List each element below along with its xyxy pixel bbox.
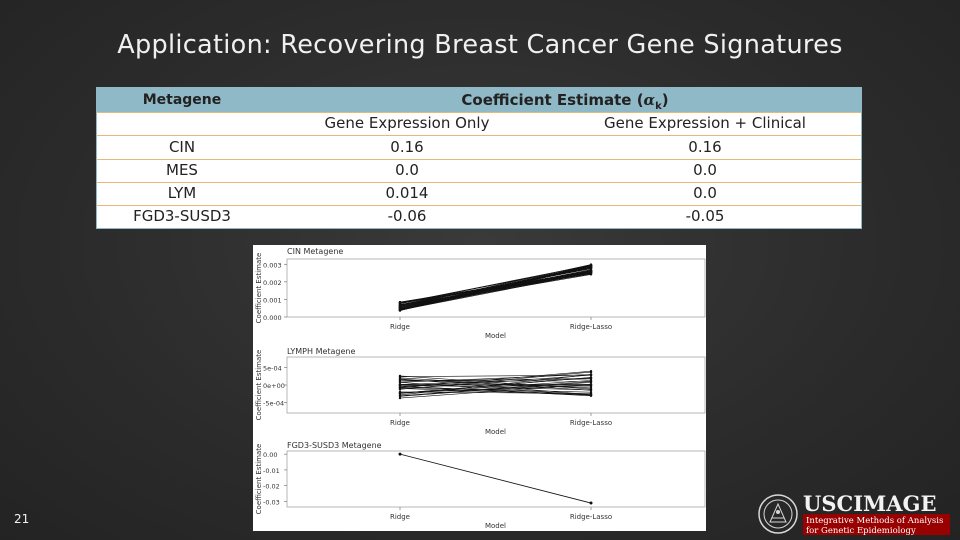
y-tick-label: 0.001 xyxy=(263,296,282,304)
charts-svg: CIN Metagene0.0000.0010.0020.003Coeffici… xyxy=(255,247,706,530)
subscript-k: k xyxy=(655,101,662,112)
usc-seal-icon xyxy=(758,494,798,534)
slide-title: Application: Recovering Breast Cancer Ge… xyxy=(117,30,843,60)
logo-line-1: Integrative Methods of Analysis xyxy=(806,516,943,526)
y-tick-label: 0.002 xyxy=(263,279,282,287)
series-line xyxy=(399,378,592,385)
table-cell-gx: 0.0 xyxy=(395,161,419,179)
table-cell-gc: 0.16 xyxy=(688,138,722,156)
x-axis-label: Model xyxy=(485,428,506,436)
data-point xyxy=(398,396,402,400)
x-tick-label: Ridge xyxy=(390,419,410,427)
data-point xyxy=(398,387,402,391)
header-metagene: Metagene xyxy=(142,92,222,108)
data-point xyxy=(589,393,593,397)
y-axis-label: Coefficient Estimate xyxy=(255,350,263,421)
data-point xyxy=(589,384,593,388)
y-tick-label: -0.01 xyxy=(263,467,280,475)
series-line xyxy=(399,375,592,390)
data-point xyxy=(589,376,593,379)
table-cell-gx: -0.06 xyxy=(387,207,427,225)
data-point xyxy=(398,394,402,398)
chart-title: FGD3-SUSD3 Metagene xyxy=(287,441,382,450)
data-point xyxy=(398,301,402,304)
chart-title: CIN Metagene xyxy=(287,247,343,256)
column-header-gene-expression-clinical: Gene Expression + Clinical xyxy=(604,114,806,132)
data-point xyxy=(398,383,402,386)
table-cell-gx: 0.014 xyxy=(385,184,429,202)
data-point xyxy=(398,379,402,383)
header-coefficient-estimate: Coefficient Estimate (αk) xyxy=(461,91,669,112)
table-cell-gx: 0.16 xyxy=(390,138,424,156)
data-point xyxy=(398,452,402,456)
plot-frame xyxy=(286,450,706,508)
series-line xyxy=(399,384,592,391)
data-point xyxy=(398,304,402,307)
data-point xyxy=(589,390,593,394)
table-cell-metagene: CIN xyxy=(168,138,196,156)
chart-title: LYMPH Metagene xyxy=(287,347,356,356)
y-tick-label: -0.02 xyxy=(263,483,280,491)
series-line xyxy=(399,382,592,396)
x-tick-label: Ridge xyxy=(390,513,410,521)
series-line xyxy=(399,453,592,504)
coefficient-path-charts: CIN Metagene 0.000 0.001 0.002 0.003 Coeffici… xyxy=(253,245,706,531)
data-point xyxy=(589,370,593,374)
table-cell-gc: 0.0 xyxy=(693,161,717,179)
x-tick-label: Ridge xyxy=(390,323,410,331)
table-cell-metagene: MES xyxy=(166,161,198,179)
table-cell-gc: 0.0 xyxy=(693,184,717,202)
data-point xyxy=(398,392,402,395)
data-point xyxy=(398,375,402,378)
x-axis-label: Model xyxy=(485,332,506,340)
data-point xyxy=(589,265,593,268)
data-point xyxy=(589,501,593,505)
table-header: Metagene Coefficient Estimate (αk) xyxy=(97,88,861,112)
y-tick-label: 0e+00 xyxy=(263,382,285,390)
data-point xyxy=(589,269,593,272)
plot-frame xyxy=(286,258,706,318)
logo-wordmark: USCIMAGE xyxy=(803,492,937,516)
slide-number: 21 xyxy=(14,512,30,526)
series-line xyxy=(399,265,592,306)
series-line xyxy=(399,266,592,310)
column-header-gene-expression-only: Gene Expression Only xyxy=(324,114,490,132)
series-line xyxy=(399,380,592,394)
table-cell-metagene: LYM xyxy=(167,184,197,202)
x-tick-label: Ridge-Lasso xyxy=(570,513,612,521)
usc-image-logo: USCIMAGE Integrative Methods of Analysis… xyxy=(758,491,954,536)
table-cell-metagene: FGD3-SUSD3 xyxy=(133,207,231,225)
x-axis-label: Model xyxy=(485,522,506,530)
series-line xyxy=(399,387,592,393)
data-point xyxy=(589,388,593,392)
series-line xyxy=(399,374,592,390)
y-tick-label: 0.00 xyxy=(263,451,277,459)
data-point xyxy=(589,272,593,275)
alpha-symbol: α xyxy=(643,91,656,109)
y-tick-label: 0.000 xyxy=(263,314,282,322)
data-point xyxy=(589,379,593,383)
logo-line-2: for Genetic Epidemiology xyxy=(806,526,916,536)
data-point xyxy=(398,308,402,311)
series-line xyxy=(399,388,592,396)
series-line xyxy=(399,383,592,399)
data-point xyxy=(589,373,593,377)
series-line xyxy=(399,264,592,307)
y-tick-label: 0.003 xyxy=(263,261,282,269)
series-line xyxy=(399,377,592,394)
x-tick-label: Ridge-Lasso xyxy=(570,419,612,427)
table-cell-gc: -0.05 xyxy=(685,207,725,225)
y-tick-label: -0.03 xyxy=(263,498,280,506)
y-axis-label: Coefficient Estimate xyxy=(255,444,263,515)
y-tick-label: -5e-04 xyxy=(263,400,284,408)
x-tick-label: Ridge-Lasso xyxy=(570,323,612,331)
y-axis-label: Coefficient Estimate xyxy=(255,253,263,324)
data-point xyxy=(589,386,593,390)
coefficient-table: Metagene Coefficient Estimate (αk) Gene … xyxy=(96,87,862,229)
y-tick-label: 5e-04 xyxy=(263,365,282,373)
